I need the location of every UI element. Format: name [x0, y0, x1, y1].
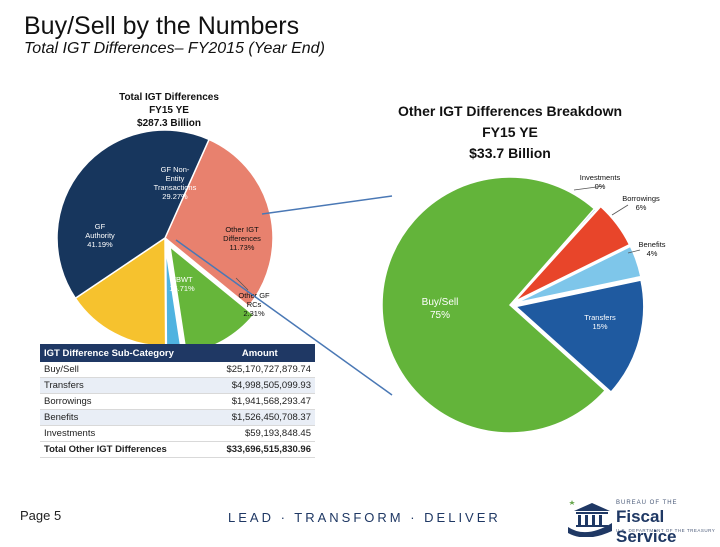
logo-main-text: Fiscal Service [616, 507, 677, 546]
table-total-row: Total Other IGT Differences $33,696,515,… [40, 441, 315, 458]
treasury-building-icon [568, 500, 612, 537]
pie-title: Other IGT Differences Breakdown FY15 YE $3… [398, 103, 622, 161]
pie-slice [514, 279, 645, 394]
pie-slice-label: GF Authority 41.19% [85, 222, 115, 249]
row-amount: $25,170,727,879.74 [204, 362, 315, 378]
table-row: Investments $59,193,848.45 [40, 425, 315, 442]
connector-lines [175, 195, 393, 396]
table-row: Borrowings $1,941,568,293.47 [40, 393, 315, 410]
pie-titles: Total IGT Differences FY15 YE $287.3 Billi… [119, 92, 622, 161]
pie-slice-label: Borrowings 6% [622, 194, 660, 212]
connector-line [175, 239, 393, 396]
row-category: Borrowings [40, 393, 205, 410]
table-row: Benefits $1,526,450,708.37 [40, 409, 315, 426]
table-row: Transfers $4,998,505,099.93 [40, 377, 315, 394]
pie-slice [514, 205, 631, 303]
row-amount: $1,526,450,708.37 [204, 409, 315, 426]
pie-slice-label: Other IGT Differences 11.73% [223, 225, 261, 252]
pie-slice [56, 129, 211, 300]
page-title: Buy/Sell by the Numbers [24, 12, 300, 40]
row-amount: $59,193,848.45 [204, 425, 315, 442]
page-subtitle: Total IGT Differences– FY2015 (Year End) [24, 40, 325, 57]
total-igt-pie: GF Non-Entity Transactions 29.27% Other IGT… [56, 129, 274, 357]
pie-slice [381, 176, 607, 434]
leader-line [573, 185, 605, 191]
row-category: Transfers [40, 377, 205, 394]
pie-slice-label: Buy/Sell 75% [422, 297, 459, 321]
connector-line [261, 195, 393, 215]
row-amount: $4,998,505,099.93 [204, 377, 315, 394]
row-category: Buy/Sell [40, 362, 205, 378]
logo-small-text: BUREAU OF THE [616, 500, 678, 506]
igt-difference-table: IGT Difference Sub-Category Amount Buy/S… [40, 344, 315, 458]
leader-line [611, 204, 629, 216]
leader-line [627, 249, 641, 254]
table-header-row: IGT Difference Sub-Category Amount [40, 344, 315, 362]
total-label: Total Other IGT Differences [40, 441, 205, 458]
row-amount: $1,941,568,293.47 [204, 393, 315, 410]
other-igt-pie: Investments 0%Borrowings 6%Benefits 4%Trans… [381, 173, 666, 434]
leader-line [235, 277, 249, 291]
footer-tagline: LEAD · TRANSFORM · DELIVER [228, 510, 501, 525]
row-category: Investments [40, 425, 205, 442]
pie-slice-label: Benefits 4% [638, 240, 665, 258]
row-category: Benefits [40, 409, 205, 426]
pie-slice [515, 245, 642, 304]
table-row: Buy/Sell $25,170,727,879.74 [40, 362, 315, 378]
column-header-category: IGT Difference Sub-Category [40, 344, 205, 362]
page-number: Page 5 [20, 508, 62, 523]
logo-sub-text: U.S. DEPARTMENT OF THE TREASURY [616, 528, 716, 533]
pie-slice-label: Transfers 15% [584, 313, 616, 331]
pie-title: Total IGT Differences FY15 YE $287.3 Billi… [119, 92, 219, 129]
column-header-amount: Amount [204, 344, 315, 362]
pie-slice-label: GF Non-Entity Transactions 29.27% [154, 165, 197, 201]
pie-slice-label: FBWT 15.71% [169, 275, 195, 293]
total-amount: $33,696,515,830.96 [204, 441, 315, 458]
